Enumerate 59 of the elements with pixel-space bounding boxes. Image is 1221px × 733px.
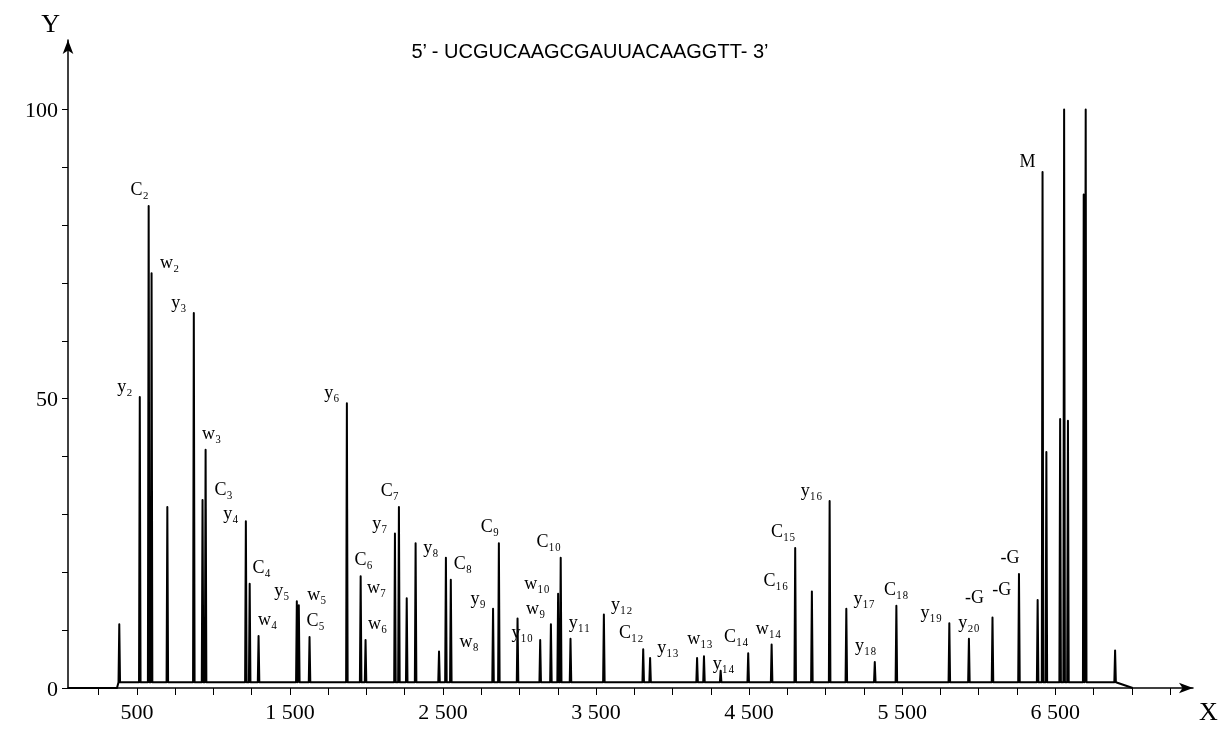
annotation: w₉ <box>525 597 546 618</box>
y-tick-label: 0 <box>47 675 58 701</box>
annotation: y₁₁ <box>568 611 591 632</box>
x-tick-label: 500 <box>120 698 154 724</box>
annotation: C₁₀ <box>536 530 561 551</box>
annotation: w₅ <box>307 584 327 605</box>
annotation: y₁₆ <box>800 480 823 501</box>
annotation: C₅ <box>306 610 325 631</box>
annotation: w₆ <box>367 612 388 633</box>
annotation: C₁₅ <box>770 520 796 541</box>
annotation: C₁₂ <box>618 622 644 643</box>
annotation: w₁₀ <box>524 572 550 593</box>
annotation: w₈ <box>459 630 479 651</box>
annotation: y₃ <box>171 292 187 313</box>
annotation: y₁₄ <box>712 652 735 673</box>
annotation: y₂₀ <box>958 611 980 632</box>
annotation: w₇ <box>367 577 387 598</box>
annotation: M <box>1019 150 1036 171</box>
x-tick-label: 3 500 <box>571 698 621 724</box>
y-tick-label: 100 <box>25 96 58 122</box>
y-tick-label: 50 <box>36 386 58 412</box>
annotation: -G <box>992 579 1012 600</box>
annotation: y₁₂ <box>611 593 633 614</box>
annotation: -G <box>1000 547 1020 568</box>
annotation: y₈ <box>423 536 439 557</box>
annotation: y₅ <box>274 580 290 601</box>
x-tick-label: 6 500 <box>1030 698 1080 724</box>
annotation: C₇ <box>380 479 400 500</box>
annotation: w₂ <box>159 252 180 273</box>
x-axis-title: X <box>1199 696 1218 726</box>
annotation: y₁₇ <box>853 587 876 608</box>
x-tick-label: 4 500 <box>724 698 774 724</box>
annotation: C₁₈ <box>884 578 909 599</box>
annotation: w₄ <box>257 608 278 629</box>
annotation: C₁₆ <box>763 570 789 591</box>
y-axis-title: Y <box>41 8 61 38</box>
chart-title: 5’ - UCGUCAAGCGAUUACAAGGTT- 3’ <box>411 40 769 62</box>
annotation: y₄ <box>223 503 239 524</box>
annotation: w₁₄ <box>755 617 782 638</box>
annotation: y₉ <box>470 587 486 608</box>
annotation: y₆ <box>324 382 340 403</box>
annotation: C₈ <box>453 552 472 573</box>
annotation: C₆ <box>354 549 373 570</box>
annotation: w₃ <box>201 422 222 443</box>
annotation: y₁₃ <box>657 636 679 657</box>
annotation: y₂ <box>117 375 133 396</box>
annotation: y₁₉ <box>920 602 943 623</box>
annotation: C₁₄ <box>723 626 749 647</box>
annotation: -G <box>964 587 984 608</box>
x-tick-label: 5 500 <box>877 698 927 724</box>
annotation: y₇ <box>372 512 388 533</box>
annotation: C₉ <box>480 516 500 537</box>
x-tick-label: 1 500 <box>265 698 315 724</box>
annotation: w₁₃ <box>687 627 713 648</box>
x-tick-label: 2 500 <box>418 698 468 724</box>
annotation: C₄ <box>252 556 271 577</box>
annotation: y₁₈ <box>855 634 877 655</box>
annotation: C₃ <box>214 478 233 499</box>
annotation: C₂ <box>130 179 149 200</box>
